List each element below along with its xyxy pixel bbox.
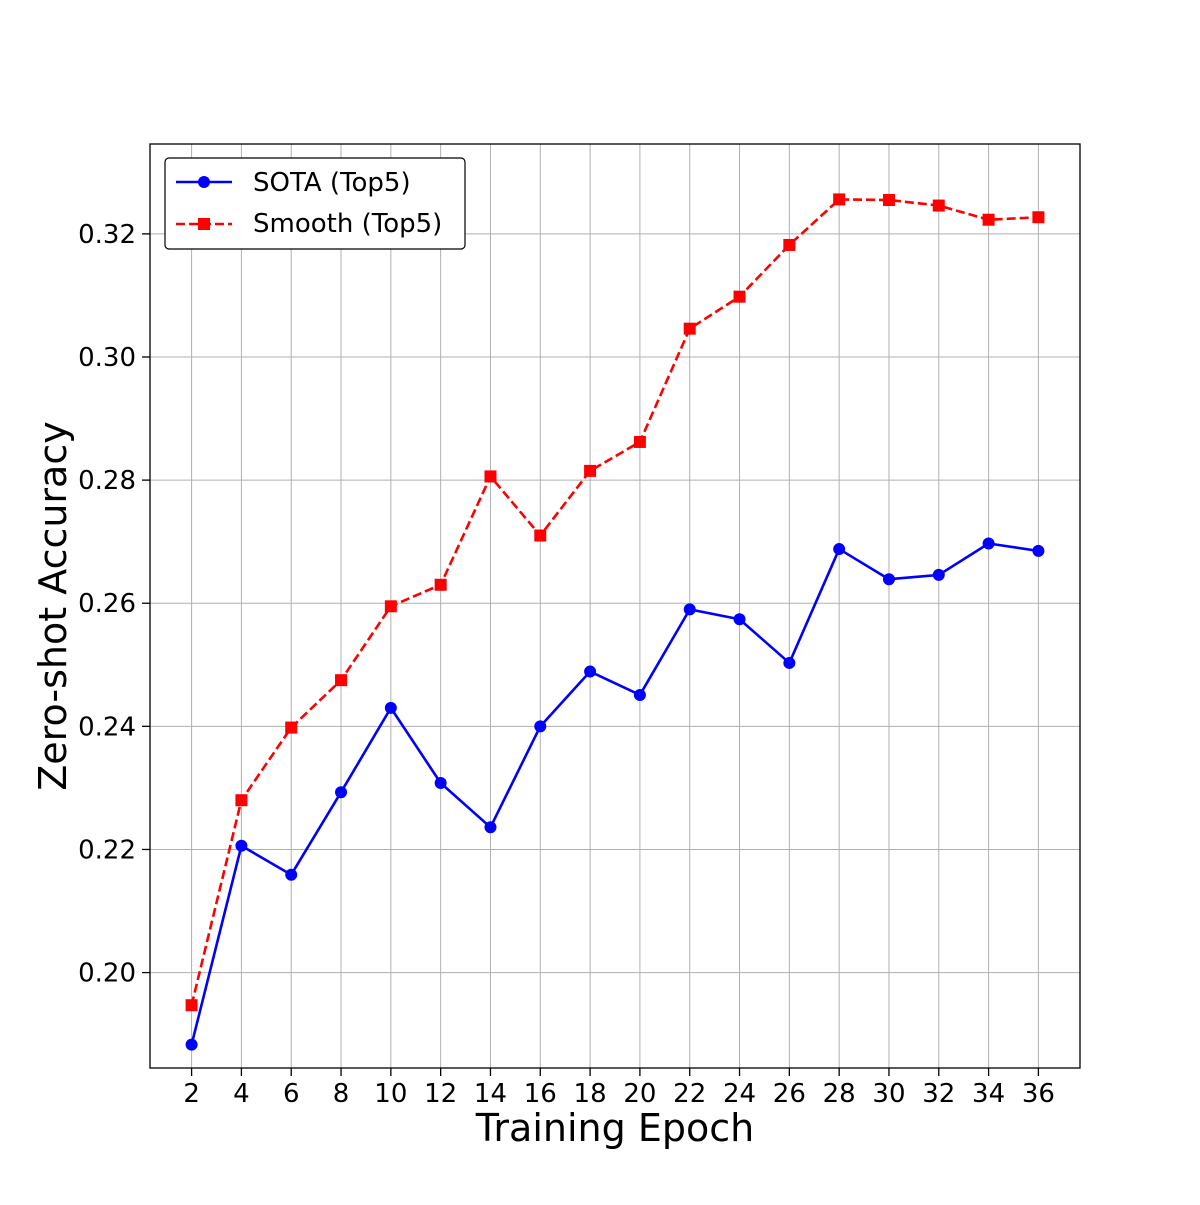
legend-marker-sota — [198, 176, 210, 188]
data-point-smooth — [384, 600, 397, 613]
series-line-smooth — [190, 198, 1039, 1006]
series-line-sota — [190, 542, 1039, 1045]
x-tick-label: 22 — [673, 1079, 706, 1109]
data-point-smooth — [285, 721, 298, 734]
x-tick-label: 8 — [333, 1079, 350, 1109]
data-point-sota — [285, 868, 298, 881]
x-tick-label: 28 — [823, 1079, 856, 1109]
data-point-sota — [783, 656, 796, 669]
data-point-smooth — [783, 238, 796, 251]
data-point-sota — [882, 573, 895, 586]
data-point-smooth — [534, 529, 547, 542]
y-tick-label: 0.32 — [78, 220, 136, 250]
legend-label-sota: SOTA (Top5) — [253, 168, 411, 198]
data-point-smooth — [584, 464, 597, 477]
data-point-smooth — [733, 290, 746, 303]
data-point-sota — [982, 537, 995, 550]
plot-background — [150, 144, 1080, 1068]
x-tick-label: 32 — [922, 1079, 955, 1109]
x-tick-label: 10 — [374, 1079, 407, 1109]
y-tick-label: 0.22 — [78, 835, 136, 865]
x-tick-label: 2 — [183, 1079, 200, 1109]
data-point-sota — [384, 701, 397, 714]
data-point-smooth — [185, 999, 198, 1012]
data-point-sota — [335, 786, 348, 799]
x-tick-label: 26 — [773, 1079, 806, 1109]
x-tick-label: 30 — [872, 1079, 905, 1109]
x-axis-title: Training Epoch — [475, 1106, 754, 1150]
data-point-sota — [534, 720, 547, 733]
data-point-sota — [932, 568, 945, 581]
data-point-sota — [584, 665, 597, 678]
x-tick-label: 6 — [283, 1079, 300, 1109]
data-point-smooth — [335, 674, 348, 687]
data-point-smooth — [434, 578, 447, 591]
x-tick-label: 24 — [723, 1079, 756, 1109]
data-point-smooth — [484, 470, 497, 483]
data-point-sota — [484, 821, 497, 834]
x-tick-label: 36 — [1022, 1079, 1055, 1109]
data-point-sota — [833, 543, 846, 556]
x-tick-label: 4 — [233, 1079, 250, 1109]
y-axis-title: Zero-shot Accuracy — [31, 421, 75, 790]
x-tick-label: 20 — [623, 1079, 656, 1109]
data-point-smooth — [982, 213, 995, 226]
data-point-sota — [633, 688, 646, 701]
legend-box — [164, 157, 466, 250]
plot-frame — [149, 143, 1081, 1069]
x-tick-label: 12 — [424, 1079, 457, 1109]
data-series — [185, 193, 1045, 1051]
data-point-smooth — [235, 794, 248, 807]
legend-label-smooth: Smooth (Top5) — [253, 209, 442, 239]
x-tick-label: 34 — [972, 1079, 1005, 1109]
data-point-smooth — [833, 193, 846, 206]
legend-marker-smooth — [198, 218, 210, 230]
data-point-smooth — [633, 435, 646, 448]
data-point-sota — [434, 776, 447, 789]
y-tick-label: 0.24 — [78, 712, 136, 742]
data-point-smooth — [882, 194, 895, 207]
data-point-smooth — [1032, 211, 1045, 224]
x-tick-label: 14 — [474, 1079, 507, 1109]
legend: SOTA (Top5) Smooth (Top5) — [164, 157, 466, 250]
x-tick-label: 16 — [524, 1079, 557, 1109]
data-point-smooth — [932, 199, 945, 212]
data-point-sota — [733, 613, 746, 626]
y-tick-label: 0.26 — [78, 589, 136, 619]
y-tick-label: 0.30 — [78, 343, 136, 373]
y-tick-label: 0.20 — [78, 959, 136, 989]
x-tick-label: 18 — [574, 1079, 607, 1109]
data-point-sota — [235, 839, 248, 852]
axes: 2 4 6 8 10 12 14 16 18 20 22 24 26 28 30 32 34 360.200.22… — [78, 220, 1055, 1109]
data-point-sota — [1032, 544, 1045, 557]
y-tick-label: 0.28 — [78, 466, 136, 496]
data-point-smooth — [683, 322, 696, 335]
data-point-sota — [185, 1038, 198, 1051]
data-point-sota — [683, 603, 696, 616]
